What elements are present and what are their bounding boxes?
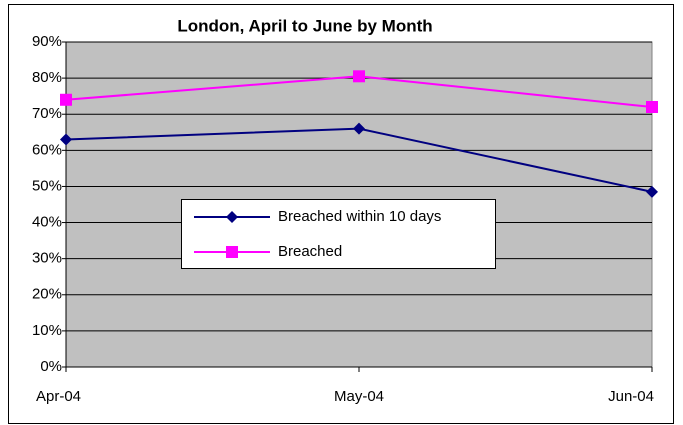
y-tick-label: 80%	[32, 69, 62, 86]
data-point	[353, 70, 365, 83]
legend-marker	[226, 211, 238, 223]
data-point	[60, 133, 72, 146]
data-point	[646, 185, 658, 198]
x-tick-label: Jun-04	[608, 388, 654, 405]
chart-title: London, April to June by Month	[177, 16, 432, 35]
x-tick-label: Apr-04	[36, 388, 81, 405]
x-tick-label: May-04	[334, 388, 384, 405]
y-tick-label: 20%	[32, 286, 62, 303]
y-tick-label: 70%	[32, 105, 62, 122]
y-tick-label: 60%	[32, 141, 62, 158]
legend-label: Breached	[278, 243, 342, 260]
data-point	[646, 101, 658, 113]
y-tick-label: 50%	[32, 177, 62, 194]
y-tick-label: 10%	[32, 322, 62, 339]
data-point	[353, 122, 365, 135]
data-point	[60, 93, 72, 106]
legend-marker	[226, 246, 238, 258]
legend-label: Breached within 10 days	[278, 208, 441, 225]
y-tick-label: 0%	[40, 358, 62, 375]
y-tick-label: 30%	[32, 250, 62, 267]
y-tick-label: 90%	[32, 33, 62, 50]
y-tick-label: 40%	[32, 214, 62, 231]
